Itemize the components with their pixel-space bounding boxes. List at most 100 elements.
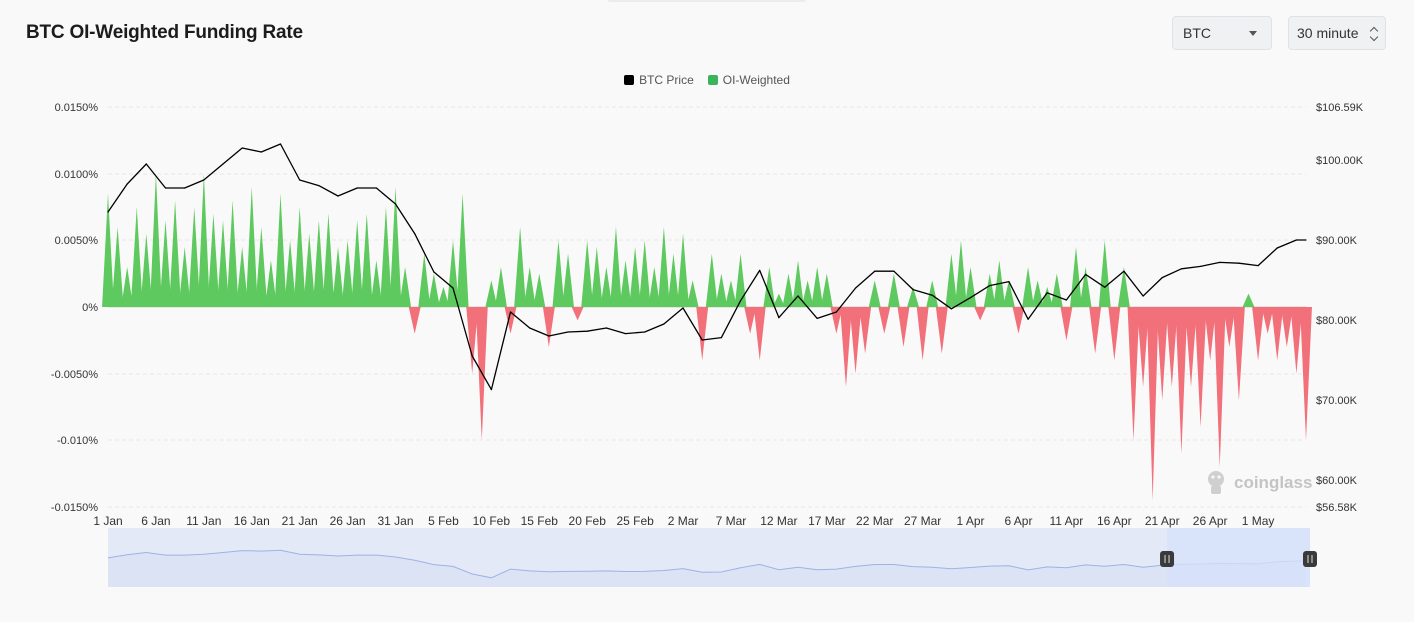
legend-item-price[interactable]: BTC Price	[624, 73, 694, 87]
funding-rate-spike	[590, 247, 603, 307]
funding-rate-spike	[1117, 267, 1130, 307]
funding-rate-spike	[1060, 307, 1073, 341]
funding-rate-spike	[657, 227, 670, 307]
btc-price-point	[375, 187, 377, 189]
y-left-tick-label: -0.0050%	[51, 369, 98, 381]
btc-price-point	[1065, 299, 1067, 301]
btc-price-point	[452, 287, 454, 289]
funding-rate-spike	[523, 267, 536, 307]
funding-rate-spike	[1089, 307, 1102, 354]
x-tick-label: 26 Apr	[1193, 514, 1228, 528]
btc-price-point	[778, 317, 780, 319]
btc-price-point	[107, 211, 109, 213]
navigator-handle-icon[interactable]	[1160, 551, 1175, 567]
funding-rate-spike	[916, 307, 929, 361]
funding-rate-spike	[1070, 247, 1082, 307]
funding-rate-spike	[485, 280, 498, 307]
y-left-tick-label: 0.0150%	[55, 102, 99, 114]
legend-label-price: BTC Price	[639, 73, 694, 87]
funding-rate-spike	[207, 213, 220, 307]
funding-rate-spike	[360, 213, 373, 307]
funding-rate-spike	[945, 253, 958, 307]
funding-rate-spike	[1050, 273, 1063, 307]
funding-rate-spike	[610, 227, 622, 307]
funding-rate-spike	[801, 280, 814, 307]
btc-price-point	[1008, 281, 1010, 283]
funding-rate-spike	[1280, 307, 1293, 347]
funding-rate-spike	[456, 193, 469, 307]
navigator-selection	[1167, 528, 1310, 587]
legend-swatch-funding	[707, 75, 718, 85]
navigator-handle-icon[interactable]	[1303, 551, 1317, 567]
btc-price-point	[759, 269, 761, 271]
funding-rate-spike	[705, 253, 718, 307]
funding-rate-spike	[1031, 280, 1044, 307]
funding-rate-spike	[619, 260, 632, 307]
btc-price-point	[1123, 270, 1125, 272]
funding-rate-spike	[312, 220, 325, 307]
x-tick-label: 1 May	[1242, 514, 1275, 528]
x-tick-label: 21 Apr	[1145, 514, 1180, 528]
funding-rate-spike	[1108, 307, 1121, 361]
btc-price-point	[145, 163, 147, 165]
funding-rate-spike	[887, 273, 900, 307]
funding-rate-spike	[370, 260, 383, 307]
funding-rate-spike	[1002, 280, 1015, 307]
legend-label-funding: OI-Weighted	[722, 73, 790, 87]
funding-rate-spike	[725, 280, 737, 307]
y-left-tick-label: 0%	[82, 302, 98, 314]
btc-price-point	[644, 331, 646, 333]
x-tick-label: 26 Jan	[330, 514, 366, 528]
funding-rate-spike	[1252, 307, 1265, 361]
funding-rate-spike	[667, 253, 680, 307]
btc-price-point	[1027, 318, 1029, 320]
funding-rate-spike	[293, 207, 306, 307]
funding-rate-spike	[1137, 307, 1150, 387]
funding-rate-spike	[772, 293, 785, 307]
btc-price-point	[1180, 268, 1183, 270]
btc-price-point	[835, 311, 837, 313]
y-axis-right: $106.59K $100.00K $90.00K $80.00K $70.00K $60…	[1316, 102, 1364, 514]
funding-rate-spike	[782, 273, 795, 307]
y-right-tick-label: $56.58K	[1316, 502, 1358, 514]
x-axis: 1 Jan 6 Jan 11 Jan 16 Jan 21 Jan 26 Jan 31 Jan…	[93, 514, 1274, 528]
legend-item-funding[interactable]: OI-Weighted	[707, 73, 790, 87]
funding-rate-spike	[1165, 307, 1178, 387]
funding-rate-spike	[744, 307, 757, 334]
btc-price-point	[567, 331, 569, 333]
btc-price-line	[107, 143, 1306, 391]
funding-rate-spike	[533, 273, 546, 307]
btc-price-point	[663, 323, 665, 325]
funding-rate-spike	[437, 287, 450, 307]
btc-price-point	[548, 335, 550, 337]
btc-price-point	[874, 270, 876, 272]
funding-rate-spike	[102, 193, 114, 307]
funding-rate-spike	[332, 247, 344, 307]
page-title: BTC OI-Weighted Funding Rate	[26, 22, 303, 43]
y-right-tick-label: $100.00K	[1316, 155, 1364, 167]
funding-rate-spike	[974, 307, 987, 321]
interval-select[interactable]: 30 minute	[1288, 16, 1386, 50]
coin-select[interactable]: BTC	[1172, 16, 1272, 50]
y-right-tick-label: $106.59K	[1316, 102, 1364, 114]
btc-price-point	[203, 179, 205, 181]
time-navigator[interactable]	[107, 528, 1317, 587]
funding-rate-spike	[1127, 307, 1140, 441]
btc-price-point	[969, 297, 972, 299]
funding-rate-spike	[1022, 267, 1035, 307]
btc-price-point	[1084, 273, 1087, 275]
funding-rate-spike	[935, 307, 948, 354]
y-right-tick-label: $90.00K	[1316, 235, 1358, 247]
funding-rate-spike	[130, 207, 143, 307]
y-left-tick-label: 0.0050%	[55, 235, 99, 247]
chart-legend: BTC Price OI-Weighted	[0, 73, 1414, 87]
btc-price-point	[356, 187, 358, 189]
x-tick-label: 1 Apr	[957, 514, 985, 528]
funding-rate-spike	[638, 240, 651, 307]
btc-price-point	[1104, 286, 1106, 288]
btc-price-point	[509, 311, 512, 313]
x-tick-label: 10 Feb	[473, 514, 511, 528]
funding-rate-spike	[1012, 307, 1025, 334]
btc-price-point	[1257, 265, 1259, 267]
